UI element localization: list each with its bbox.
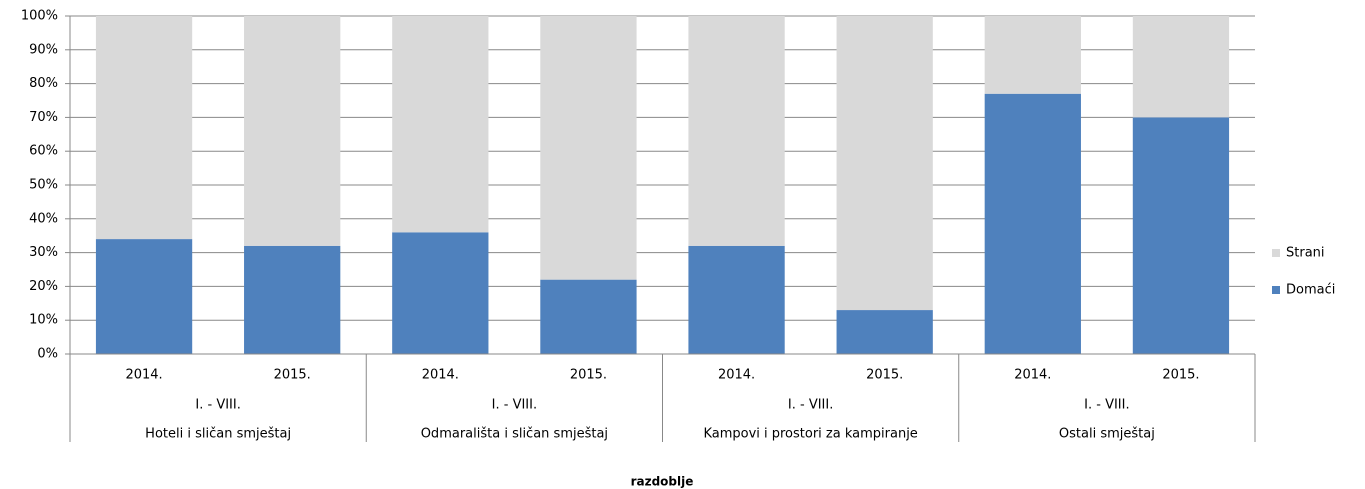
y-tick-label: 0% [37, 347, 58, 362]
y-tick-label: 70% [29, 110, 58, 125]
bar-segment [95, 16, 193, 240]
y-tick-label: 90% [29, 42, 58, 57]
period-label: I. - VIII. [788, 398, 833, 413]
x-tick-label: 2014. [125, 368, 162, 383]
bar-segment [836, 16, 933, 311]
bar-segment [1132, 117, 1230, 355]
y-tick-label: 60% [29, 144, 58, 159]
bar-segment [688, 16, 785, 246]
legend-label: Strani [1286, 246, 1325, 261]
bar-segment [688, 245, 785, 354]
group-label: Ostali smještaj [1059, 427, 1155, 442]
x-tick-label: 2015. [1162, 368, 1199, 383]
bar-segment [244, 16, 341, 246]
y-tick-label: 20% [29, 279, 58, 294]
legend-label: Domaći [1286, 283, 1335, 298]
y-tick-label: 40% [29, 211, 58, 226]
y-tick-label: 10% [29, 313, 58, 328]
y-tick-label: 80% [29, 76, 58, 91]
group-label: Hoteli i sličan smještaj [145, 427, 291, 442]
bar-segment [392, 16, 489, 233]
legend-swatch [1272, 249, 1280, 257]
y-tick-label: 30% [29, 245, 58, 260]
period-label: I. - VIII. [492, 398, 537, 413]
bar-segment [984, 93, 1081, 355]
period-label: I. - VIII. [195, 398, 240, 413]
x-tick-label: 2015. [866, 368, 903, 383]
bar-segment [244, 245, 341, 354]
bar-segment [984, 16, 1081, 94]
x-axis-label: razdoblje [631, 475, 694, 489]
bar-segment [836, 310, 933, 354]
y-tick-label: 50% [29, 178, 58, 193]
bar-segment [392, 232, 489, 354]
x-tick-label: 2014. [1014, 368, 1051, 383]
bar-segment [540, 16, 637, 280]
group-label: Odmarališta i sličan smještaj [421, 427, 608, 442]
x-tick-label: 2015. [570, 368, 607, 383]
bar-segment [540, 279, 637, 354]
period-label: I. - VIII. [1084, 398, 1129, 413]
bar-segment [1132, 16, 1230, 118]
x-tick-label: 2014. [718, 368, 755, 383]
x-tick-label: 2014. [422, 368, 459, 383]
legend-swatch [1272, 286, 1280, 294]
y-tick-label: 100% [21, 9, 58, 24]
x-tick-label: 2015. [274, 368, 311, 383]
group-label: Kampovi i prostori za kampiranje [703, 427, 917, 442]
bar-segment [95, 239, 193, 354]
